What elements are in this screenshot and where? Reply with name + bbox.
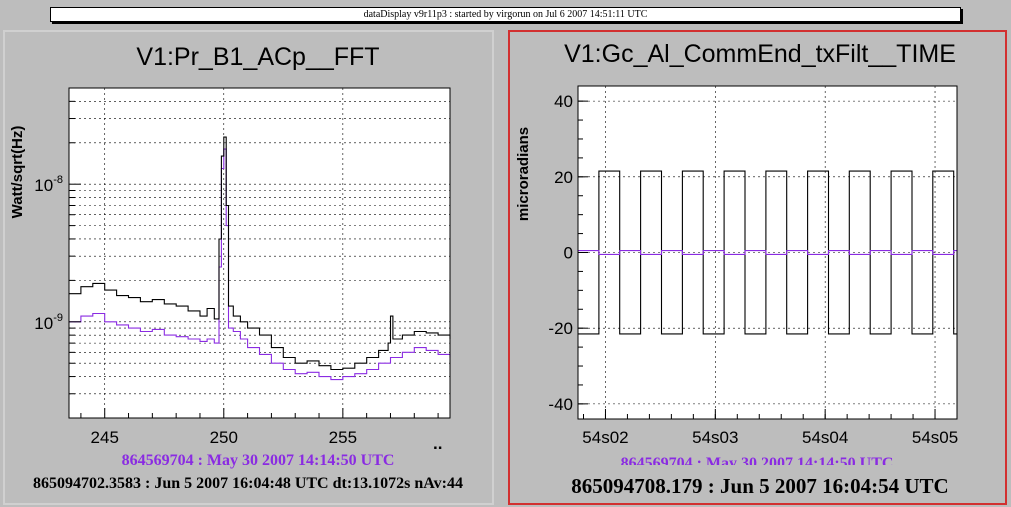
fft-y-tick-label: 10-9 bbox=[34, 312, 63, 333]
gps-label-mask bbox=[512, 465, 1003, 473]
fft-footer: 865094702.3583 : Jun 5 2007 16:04:48 UTC… bbox=[33, 475, 463, 492]
fft-panel[interactable]: V1:Pr_B1_ACp__FFT Watt/sqrt(Hz) 245 250 25… bbox=[3, 30, 494, 505]
time-y-axis-label: microradians bbox=[515, 127, 532, 221]
time-y-tick-label: -20 bbox=[548, 319, 573, 338]
time-x-tick-label: 54s05 bbox=[912, 428, 958, 447]
time-y-tick-label: 40 bbox=[554, 92, 573, 111]
time-x-tick-label: 54s04 bbox=[802, 428, 848, 447]
fft-chart: V1:Pr_B1_ACp__FFT Watt/sqrt(Hz) 245 250 25… bbox=[9, 43, 463, 492]
fft-series-line bbox=[69, 136, 451, 371]
time-x-tick-label: 54s03 bbox=[692, 428, 738, 447]
fft-gps-label: 864569704 : May 30 2007 14:14:50 UTC bbox=[122, 452, 395, 469]
fft-plot-area[interactable] bbox=[68, 87, 451, 419]
time-panel[interactable]: V1:Gc_Al_CommEnd_txFilt__TIME microradia… bbox=[508, 30, 1007, 505]
time-y-tick-label: -40 bbox=[548, 395, 573, 414]
time-series-line bbox=[578, 170, 957, 335]
fft-y-axis-label: Watt/sqrt(Hz) bbox=[9, 126, 26, 219]
time-footer: 865094708.179 : Jun 5 2007 16:04:54 UTC bbox=[571, 474, 948, 498]
window-header: dataDisplay v9r11p3 : started by virgoru… bbox=[50, 7, 961, 22]
time-y-tick-label: 20 bbox=[554, 168, 573, 187]
fft-x-tick-label: 250 bbox=[210, 428, 238, 447]
fft-chart-title: V1:Pr_B1_ACp__FFT bbox=[136, 43, 379, 71]
fft-y-tick-label: 10-8 bbox=[34, 174, 63, 195]
fft-x-tick-label: 255 bbox=[329, 428, 357, 447]
fft-x-tick-label: 245 bbox=[91, 428, 119, 447]
time-chart-title: V1:Gc_Al_CommEnd_txFilt__TIME bbox=[564, 40, 956, 68]
time-x-tick-label: 54s02 bbox=[582, 428, 628, 447]
time-y-tick-label: 0 bbox=[564, 244, 573, 263]
fft-plot-border bbox=[68, 87, 451, 419]
fft-series-line bbox=[69, 148, 451, 381]
time-chart: V1:Gc_Al_CommEnd_txFilt__TIME microradia… bbox=[512, 40, 1003, 498]
fft-overflow-mark: .. bbox=[433, 434, 442, 453]
time-series-line-small bbox=[578, 250, 957, 255]
